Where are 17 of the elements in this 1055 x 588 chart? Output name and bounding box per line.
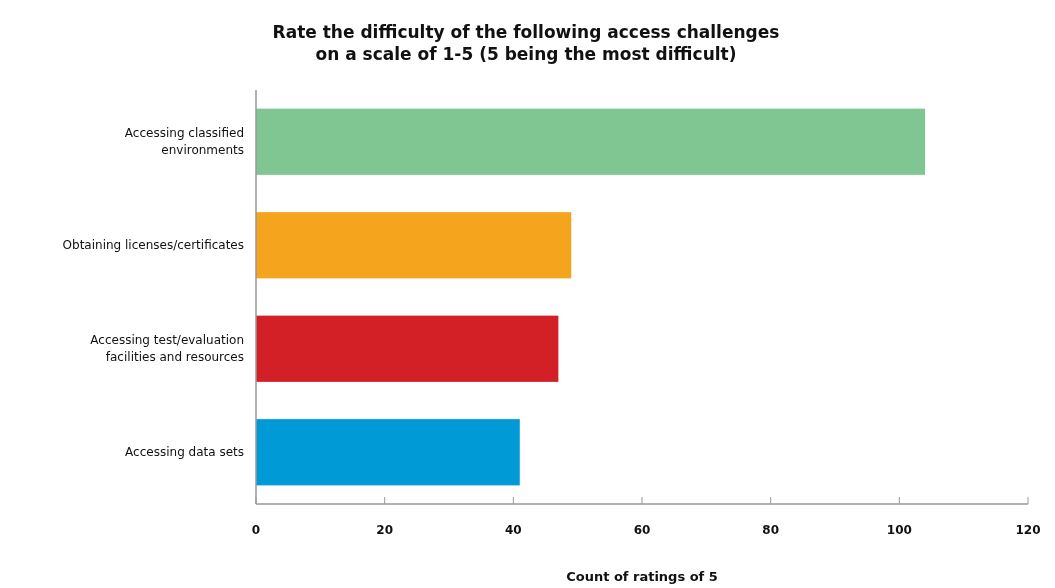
- x-tick-label: 40: [504, 523, 522, 537]
- x-tick-label: 100: [886, 523, 912, 537]
- y-tick-label: Accessing test/evaluation facilities and resources: [90, 332, 244, 364]
- x-tick-label: 120: [1015, 523, 1041, 537]
- x-tick-label: 0: [251, 523, 261, 537]
- bar: [256, 315, 559, 382]
- x-tick-label: 20: [376, 523, 394, 537]
- y-tick-label: Accessing classified environments: [124, 125, 244, 157]
- x-tick-label: 60: [633, 523, 651, 537]
- bar: [256, 108, 926, 175]
- chart-title: Rate the difficulty of the following access challenges on a scale of 1-5 (5 being the most difficult): [272, 22, 780, 64]
- bar: [256, 419, 520, 486]
- x-tick-label: 80: [762, 523, 780, 537]
- y-tick-label: Obtaining licenses/certificates: [62, 237, 244, 252]
- bar: [256, 212, 572, 279]
- y-tick-label: Accessing data sets: [125, 444, 244, 459]
- x-axis-title: Count of ratings of 5: [566, 569, 718, 584]
